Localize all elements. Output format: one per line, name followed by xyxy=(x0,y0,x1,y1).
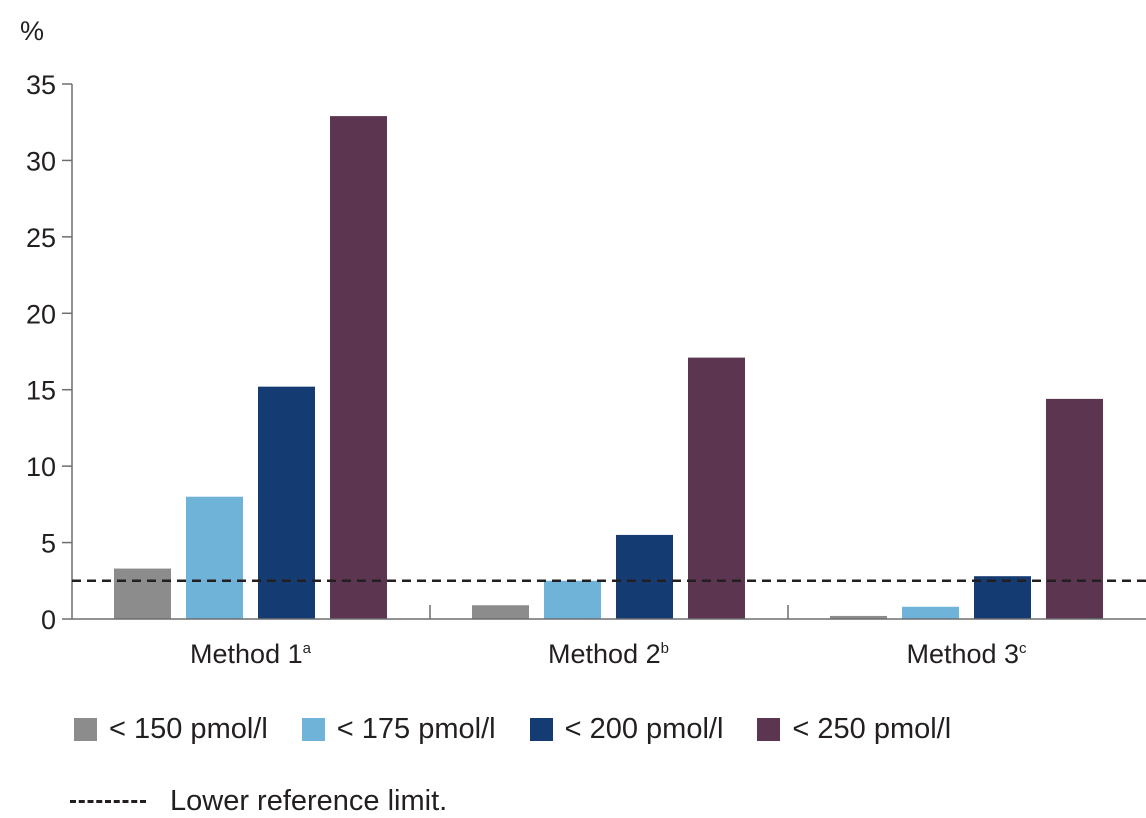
reference-legend: Lower reference limit. xyxy=(70,785,447,818)
legend-label: < 175 pmol/l xyxy=(336,713,496,745)
bar xyxy=(616,534,673,619)
legend-item: < 250 pmol/l xyxy=(757,713,951,746)
bars xyxy=(114,116,1103,619)
y-tick-label: 25 xyxy=(26,223,56,253)
legend-item: < 200 pmol/l xyxy=(529,713,724,746)
bar xyxy=(114,568,171,619)
legend-label: < 250 pmol/l xyxy=(792,713,952,745)
bar xyxy=(544,580,601,619)
legend-swatch xyxy=(529,718,553,741)
bar xyxy=(1046,398,1103,619)
bar xyxy=(902,606,959,619)
x-axis: Method 1a Method 2b Method 3c xyxy=(72,605,1146,669)
y-axis: 0 5 10 15 20 25 30 35 xyxy=(26,70,73,635)
y-tick-label: 10 xyxy=(26,452,56,482)
bar xyxy=(330,116,387,619)
bar xyxy=(186,496,243,619)
bar xyxy=(472,605,529,619)
category-label: Method 2b xyxy=(548,639,669,669)
bar xyxy=(258,386,315,619)
dashed-line-icon xyxy=(70,800,146,803)
legend-swatch xyxy=(757,718,781,741)
legend-label: < 200 pmol/l xyxy=(564,713,724,745)
legend: < 150 pmol/l < 175 pmol/l < 200 pmol/l < 25… xyxy=(74,713,985,746)
legend-item: < 150 pmol/l xyxy=(74,713,268,746)
y-tick-label: 15 xyxy=(26,376,56,406)
y-tick-label: 35 xyxy=(26,70,56,100)
legend-item: < 175 pmol/l xyxy=(301,713,496,746)
legend-label: < 150 pmol/l xyxy=(109,713,268,745)
y-tick-label: 30 xyxy=(26,146,56,176)
y-tick-label: 5 xyxy=(41,529,56,559)
y-tick-label: 20 xyxy=(26,299,56,329)
legend-swatch xyxy=(74,718,97,741)
bar xyxy=(688,357,745,619)
category-label: Method 3c xyxy=(906,639,1027,669)
category-label: Method 1a xyxy=(190,639,312,669)
reference-legend-label: Lower reference limit. xyxy=(170,785,448,817)
y-tick-label: 0 xyxy=(41,605,56,635)
legend-swatch xyxy=(301,718,325,741)
bar xyxy=(830,615,887,619)
y-axis-label: % xyxy=(20,16,44,46)
bar xyxy=(974,576,1031,619)
